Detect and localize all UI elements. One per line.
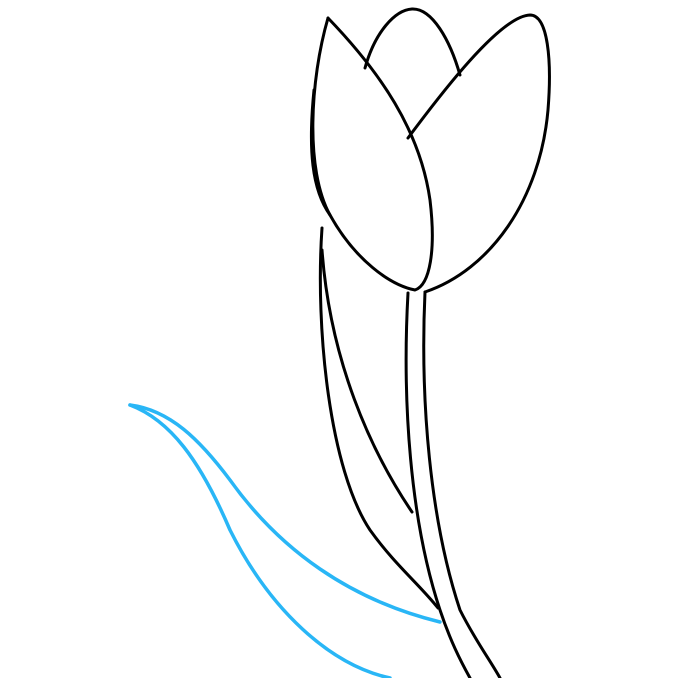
left-petal: [311, 16, 434, 292]
back-petal: [363, 7, 462, 77]
leaf-inner: [320, 248, 414, 514]
left-petal-edge: [309, 88, 332, 217]
leaf-outer: [318, 226, 440, 610]
stem-right: [422, 290, 502, 678]
blue-leaf-lower: [128, 403, 392, 678]
stem-left: [404, 291, 472, 678]
blue-leaf-upper: [128, 403, 442, 624]
right-petal: [406, 13, 551, 294]
